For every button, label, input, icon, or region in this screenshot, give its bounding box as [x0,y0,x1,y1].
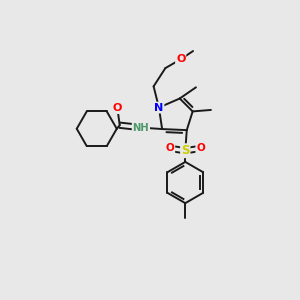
Text: NH: NH [133,123,149,133]
Text: N: N [154,103,164,112]
Text: O: O [166,143,174,153]
Text: O: O [113,103,122,113]
Text: O: O [176,54,185,64]
Text: O: O [196,143,205,153]
Text: S: S [181,144,190,157]
